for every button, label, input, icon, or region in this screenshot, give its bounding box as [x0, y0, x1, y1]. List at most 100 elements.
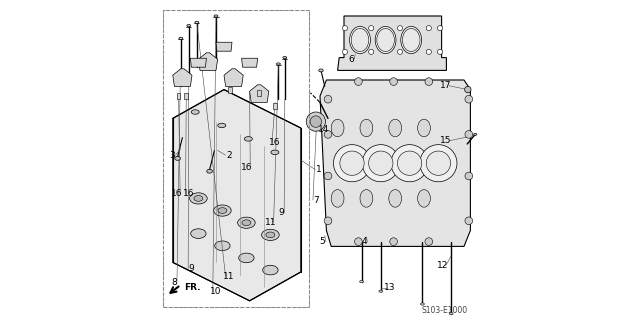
Ellipse shape — [377, 28, 394, 52]
Circle shape — [465, 95, 472, 103]
Circle shape — [369, 49, 374, 54]
Text: 16: 16 — [241, 163, 253, 172]
Text: 15: 15 — [440, 136, 451, 145]
Ellipse shape — [349, 27, 371, 54]
Circle shape — [324, 217, 332, 225]
Polygon shape — [173, 69, 192, 86]
Bar — [184, 93, 188, 99]
Text: 17: 17 — [440, 81, 451, 90]
Ellipse shape — [214, 15, 218, 17]
Circle shape — [438, 26, 443, 31]
Text: 7: 7 — [314, 196, 319, 204]
Circle shape — [420, 145, 457, 182]
Text: 3: 3 — [170, 151, 175, 160]
Text: 12: 12 — [437, 261, 448, 270]
Circle shape — [465, 86, 471, 93]
Ellipse shape — [375, 27, 396, 54]
Circle shape — [355, 78, 362, 85]
Polygon shape — [250, 85, 269, 102]
Ellipse shape — [187, 25, 191, 27]
Ellipse shape — [360, 189, 372, 207]
Circle shape — [426, 49, 431, 54]
Circle shape — [391, 145, 428, 182]
Text: 11: 11 — [265, 218, 276, 227]
Circle shape — [465, 131, 472, 138]
Ellipse shape — [266, 232, 275, 238]
Circle shape — [333, 145, 371, 182]
Text: 16: 16 — [172, 189, 182, 198]
Circle shape — [340, 151, 364, 175]
Ellipse shape — [401, 27, 422, 54]
Circle shape — [342, 26, 348, 31]
Circle shape — [390, 238, 397, 245]
Circle shape — [369, 26, 374, 31]
Circle shape — [310, 116, 322, 127]
Polygon shape — [338, 16, 447, 70]
Ellipse shape — [420, 303, 424, 305]
Ellipse shape — [189, 193, 207, 204]
Polygon shape — [173, 90, 301, 301]
Bar — [177, 93, 180, 99]
Ellipse shape — [237, 217, 255, 228]
Ellipse shape — [418, 189, 430, 207]
Text: 16: 16 — [269, 138, 281, 147]
Ellipse shape — [474, 133, 477, 135]
Circle shape — [397, 26, 403, 31]
Circle shape — [426, 26, 431, 31]
Ellipse shape — [332, 119, 344, 137]
Text: 9: 9 — [189, 264, 194, 273]
Text: 11: 11 — [223, 272, 234, 281]
Text: 6: 6 — [348, 55, 354, 64]
Text: 9: 9 — [278, 208, 284, 217]
Ellipse shape — [389, 119, 402, 137]
Bar — [228, 87, 232, 93]
Circle shape — [324, 131, 332, 138]
Circle shape — [426, 151, 451, 175]
Ellipse shape — [389, 189, 402, 207]
Ellipse shape — [214, 205, 231, 216]
Polygon shape — [224, 69, 243, 86]
Text: 5: 5 — [319, 237, 325, 246]
Circle shape — [425, 78, 433, 85]
Ellipse shape — [194, 196, 203, 201]
Circle shape — [307, 112, 326, 131]
Ellipse shape — [262, 229, 279, 241]
Ellipse shape — [360, 119, 372, 137]
FancyBboxPatch shape — [163, 10, 309, 307]
Ellipse shape — [207, 169, 212, 173]
Ellipse shape — [218, 208, 227, 213]
Ellipse shape — [191, 110, 199, 114]
Ellipse shape — [403, 28, 420, 52]
Text: 1: 1 — [316, 165, 321, 174]
Circle shape — [425, 238, 433, 245]
Ellipse shape — [418, 119, 430, 137]
Text: 13: 13 — [384, 284, 396, 292]
Circle shape — [362, 145, 399, 182]
Ellipse shape — [191, 229, 206, 238]
Text: 14: 14 — [318, 125, 330, 134]
Ellipse shape — [283, 56, 287, 59]
Text: 16: 16 — [183, 189, 195, 198]
Circle shape — [324, 95, 332, 103]
Circle shape — [465, 217, 472, 225]
Text: 4: 4 — [362, 237, 367, 246]
Ellipse shape — [360, 280, 364, 283]
Circle shape — [342, 49, 348, 54]
Bar — [273, 103, 277, 109]
Text: 8: 8 — [171, 278, 177, 287]
Circle shape — [397, 49, 403, 54]
Polygon shape — [216, 42, 232, 51]
Bar — [257, 90, 261, 96]
Ellipse shape — [319, 69, 323, 72]
Ellipse shape — [179, 37, 183, 40]
Ellipse shape — [239, 253, 254, 263]
Ellipse shape — [262, 265, 278, 275]
Polygon shape — [198, 53, 218, 70]
Ellipse shape — [379, 290, 383, 292]
Ellipse shape — [332, 189, 344, 207]
Circle shape — [465, 172, 472, 180]
Text: 2: 2 — [226, 151, 232, 160]
Ellipse shape — [449, 312, 453, 315]
Circle shape — [369, 151, 393, 175]
Circle shape — [438, 49, 443, 54]
